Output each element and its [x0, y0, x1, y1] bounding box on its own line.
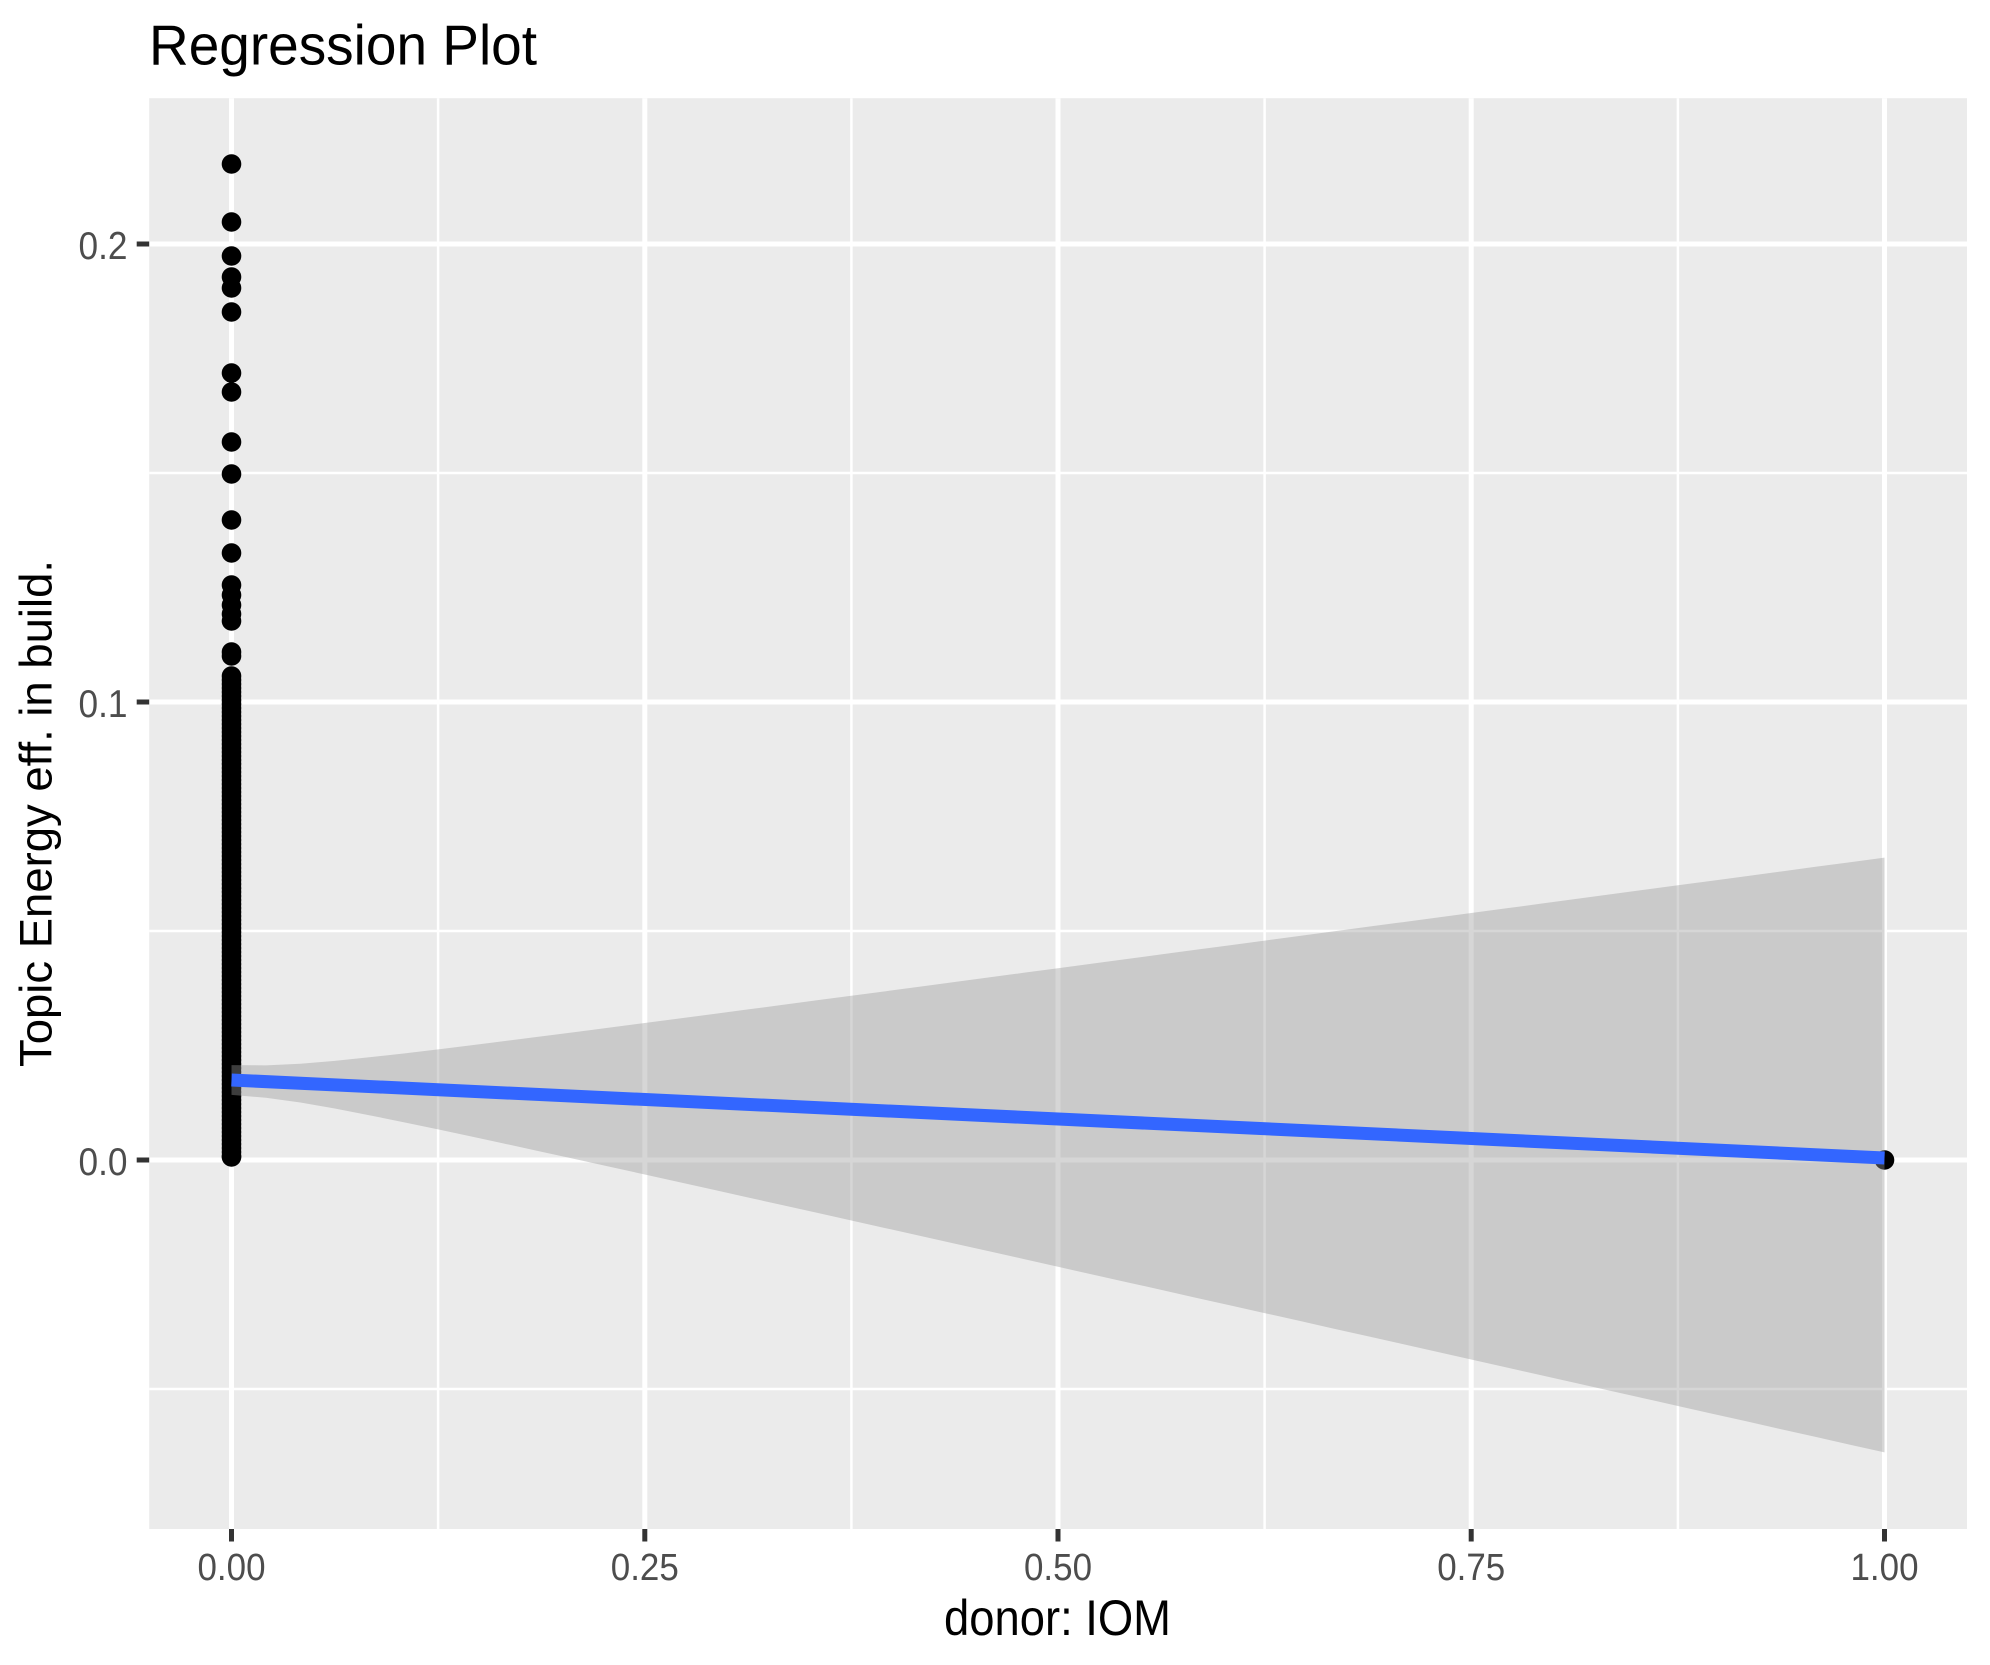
svg-text:Topic Energy eff. in build.: Topic Energy eff. in build.: [11, 560, 62, 1067]
svg-text:1.00: 1.00: [1851, 1547, 1919, 1589]
svg-text:0.25: 0.25: [611, 1547, 679, 1589]
svg-text:0.1: 0.1: [79, 683, 128, 726]
svg-text:Regression Plot: Regression Plot: [149, 14, 537, 78]
svg-text:0.00: 0.00: [198, 1547, 266, 1589]
svg-text:0.0: 0.0: [79, 1141, 128, 1184]
svg-text:0.75: 0.75: [1437, 1547, 1505, 1589]
svg-text:0.50: 0.50: [1024, 1547, 1092, 1589]
svg-text:0.2: 0.2: [79, 225, 128, 268]
svg-text:donor: IOM: donor: IOM: [944, 1590, 1171, 1646]
